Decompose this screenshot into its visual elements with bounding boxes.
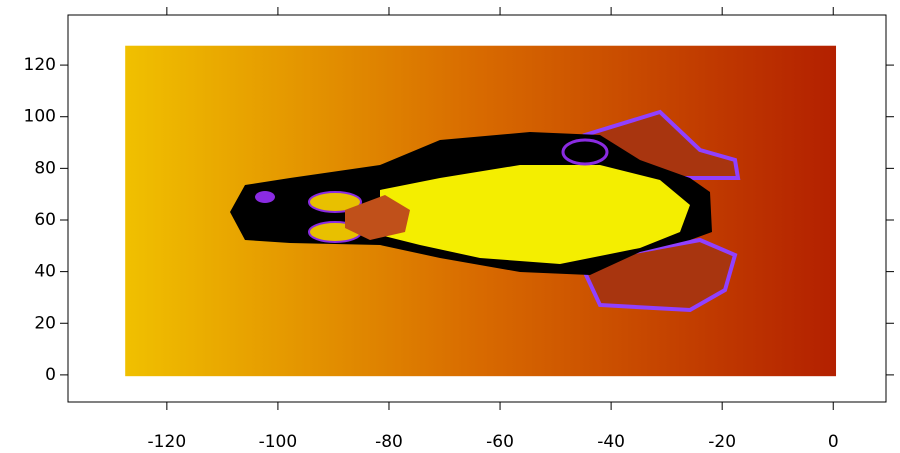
nostril (255, 191, 275, 203)
y-tick-label: 100 (24, 107, 56, 127)
y-tick-label: 80 (34, 158, 56, 178)
belly (380, 165, 690, 264)
x-tick-label: -20 (708, 432, 736, 452)
eye (308, 191, 362, 213)
y-tick-label: 40 (34, 262, 56, 282)
x-tick-label: 0 (828, 432, 839, 452)
x-tick-label: -80 (375, 432, 403, 452)
x-tick-label: -120 (148, 432, 187, 452)
image-content (230, 109, 741, 313)
x-tick-label: -60 (486, 432, 514, 452)
wing-mark (561, 138, 609, 166)
frame (67, 14, 887, 403)
x-tick-label: -40 (597, 432, 625, 452)
y-tick-label: 60 (34, 210, 56, 230)
y-tick-label: 20 (34, 313, 56, 333)
beak (345, 195, 410, 240)
x-tick-label: -100 (259, 432, 298, 452)
y-tick-label: 120 (24, 55, 56, 75)
y-tick-label: 0 (45, 365, 56, 385)
